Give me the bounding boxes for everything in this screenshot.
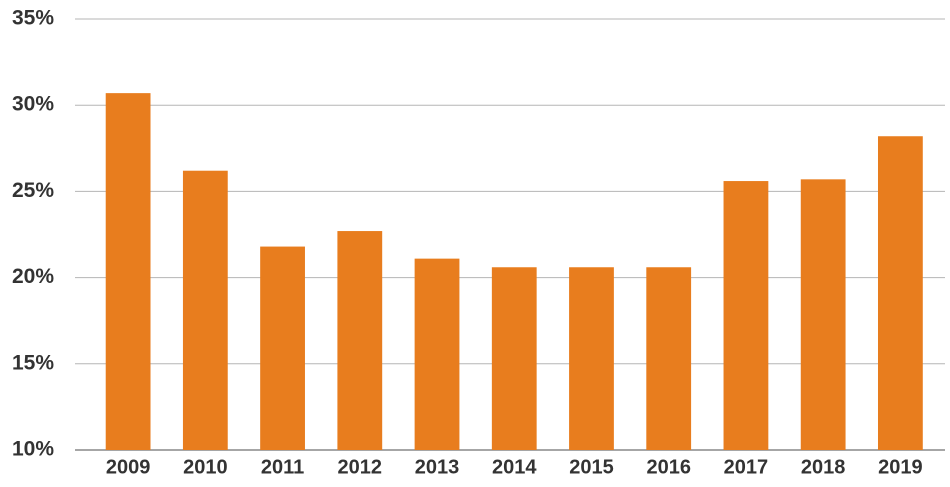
y-tick-label: 15%	[12, 351, 54, 374]
y-tick-label: 20%	[12, 265, 54, 288]
y-tick-label: 25%	[12, 179, 54, 202]
x-tick-label: 2016	[646, 456, 691, 478]
bar	[105, 93, 151, 450]
x-tick-label: 2018	[801, 456, 846, 478]
x-tick-label: 2009	[106, 456, 151, 478]
bar	[491, 267, 537, 450]
x-tick-label: 2011	[261, 456, 304, 478]
y-tick-label: 10%	[12, 438, 54, 461]
bar	[877, 136, 923, 450]
bar	[337, 231, 383, 450]
bar	[723, 181, 769, 450]
bar	[182, 170, 228, 450]
x-tick-label: 2017	[724, 456, 769, 478]
x-tick-label: 2010	[183, 456, 228, 478]
bar	[414, 258, 460, 450]
x-tick-label: 2015	[569, 456, 614, 478]
bar	[260, 246, 305, 450]
x-tick-label: 2013	[415, 456, 460, 478]
x-tick-label: 2012	[338, 456, 383, 478]
bar	[800, 179, 846, 450]
x-tick-label: 2019	[878, 456, 923, 478]
y-tick-label: 35%	[12, 7, 54, 30]
bar	[646, 267, 692, 450]
y-tick-label: 30%	[12, 93, 54, 116]
bar	[569, 267, 614, 450]
x-tick-label: 2014	[492, 456, 537, 478]
